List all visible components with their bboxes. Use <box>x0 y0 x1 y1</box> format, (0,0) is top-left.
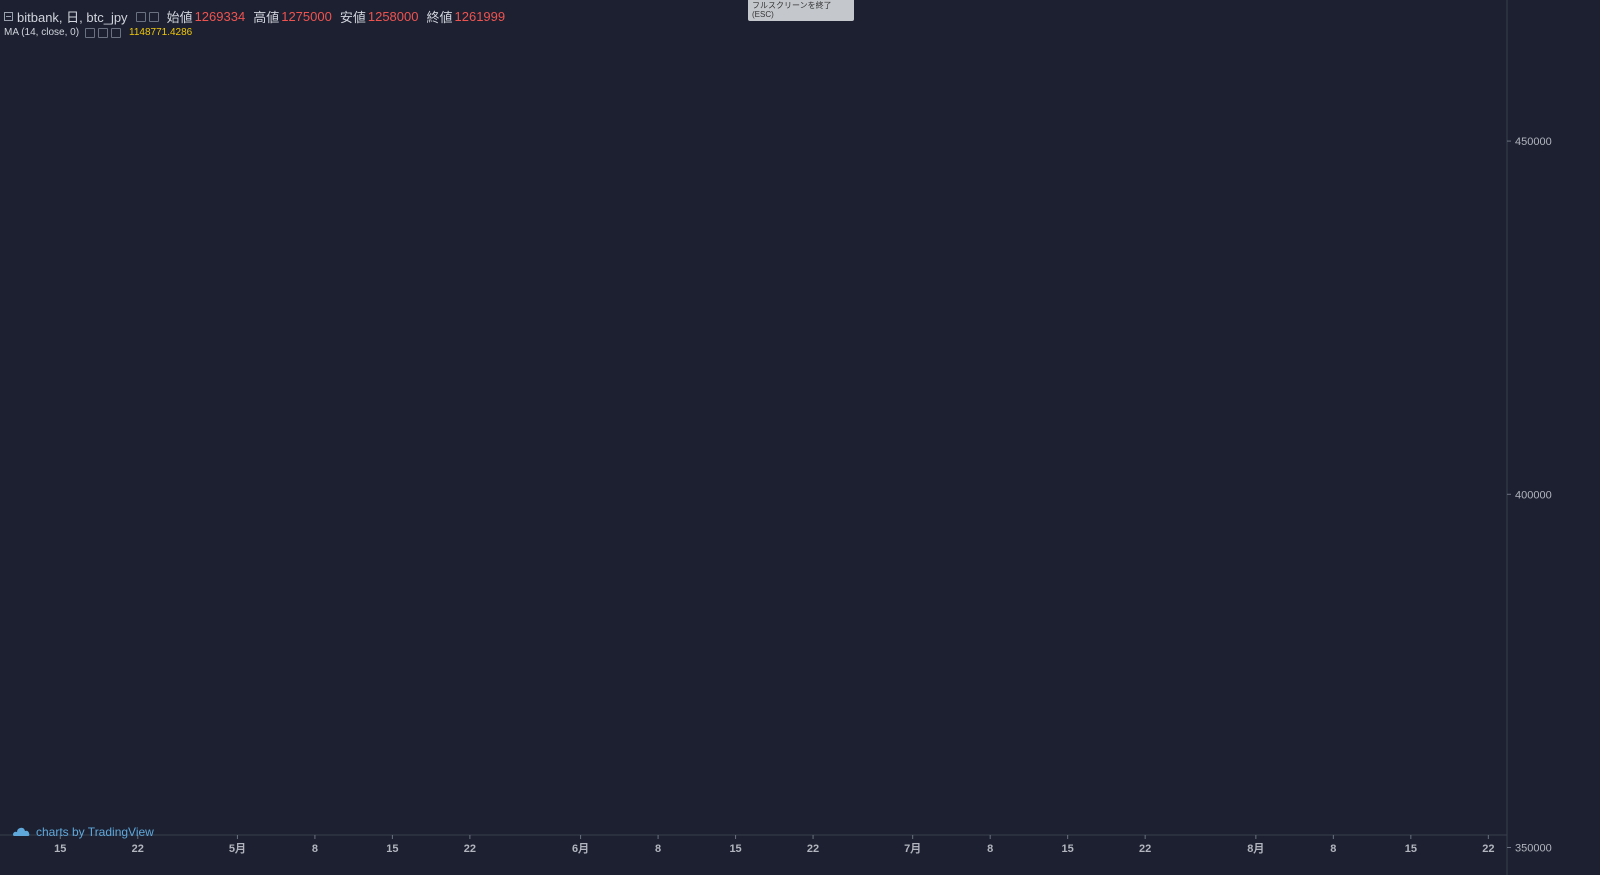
x-tick-label: 8月 <box>1247 842 1264 855</box>
symbol-title: bitbank, 日, btc_jpy <box>17 10 128 25</box>
x-tick-label: 7月 <box>904 842 921 855</box>
x-tick-label: 22 <box>132 843 144 855</box>
low-value: 1258000 <box>367 9 419 24</box>
ma-hide-icon[interactable] <box>98 27 109 38</box>
x-tick-label: 15 <box>54 843 66 855</box>
x-tick-label: 22 <box>1139 843 1151 855</box>
high-value: 1275000 <box>281 9 332 24</box>
ma-label: MA (14, close, 0) <box>4 27 80 38</box>
fullscreen-hint-line1: フルスクリーンを終了 <box>752 1 832 10</box>
ma-settings-icon[interactable] <box>85 27 96 38</box>
price-axis-panel <box>1507 0 1600 875</box>
x-tick-label: 8 <box>312 843 318 855</box>
x-tick-label: 15 <box>386 843 398 855</box>
y-tick-label: 350000 <box>1515 843 1552 855</box>
low-label: 安値 <box>339 10 366 25</box>
cloud-icon <box>13 827 30 836</box>
x-tick-label: 22 <box>1482 843 1494 855</box>
ma-close-icon[interactable] <box>111 27 122 38</box>
x-tick-label: 6月 <box>572 842 589 855</box>
indicator-row: MA (14, close, 0) 1148771.4286 <box>4 27 192 38</box>
chart-header: bitbank, 日, btc_jpy 始値 1269334 高値 1275000 … <box>0 0 900 38</box>
settings-icon[interactable] <box>135 11 146 22</box>
symbol-row: bitbank, 日, btc_jpy 始値 1269334 高値 1275000 … <box>4 7 505 26</box>
x-tick-label: 22 <box>464 843 476 855</box>
collapse-icon[interactable] <box>4 12 13 21</box>
watermark-text: charts by TradingView <box>36 825 154 839</box>
x-tick-label: 8 <box>655 843 661 855</box>
x-tick-label: 8 <box>1330 843 1336 855</box>
tradingview-watermark[interactable]: charts by TradingView <box>12 825 154 839</box>
x-tick-label: 15 <box>1405 843 1417 855</box>
exit-fullscreen-hint[interactable]: フルスクリーンを終了 (ESC) <box>748 0 854 21</box>
ma-value: 1148771.4286 <box>129 27 193 38</box>
high-label: 高値 <box>253 10 280 25</box>
open-value: 1269334 <box>194 9 246 24</box>
x-tick-label: 5月 <box>229 842 246 855</box>
y-tick-label: 450000 <box>1515 136 1552 148</box>
fullscreen-hint-line2: (ESC) <box>752 10 774 19</box>
x-tick-label: 22 <box>807 843 819 855</box>
open-label: 始値 <box>166 10 193 25</box>
y-tick-label: 400000 <box>1515 489 1552 501</box>
close-label: 終値 <box>426 10 453 25</box>
x-tick-label: 15 <box>1062 843 1074 855</box>
x-tick-label: 15 <box>729 843 741 855</box>
close-value: 1261999 <box>454 9 506 24</box>
x-tick-label: 8 <box>987 843 993 855</box>
hide-icon[interactable] <box>148 11 159 22</box>
